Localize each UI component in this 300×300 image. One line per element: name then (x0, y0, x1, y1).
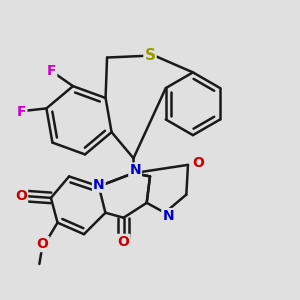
Text: O: O (118, 235, 130, 249)
Text: O: O (37, 237, 49, 251)
Text: O: O (15, 189, 27, 203)
Text: S: S (145, 48, 155, 63)
Text: F: F (47, 64, 56, 78)
Text: N: N (162, 209, 174, 223)
Text: O: O (192, 156, 204, 170)
Text: N: N (129, 164, 141, 178)
Text: F: F (17, 105, 26, 119)
Text: N: N (93, 178, 105, 192)
